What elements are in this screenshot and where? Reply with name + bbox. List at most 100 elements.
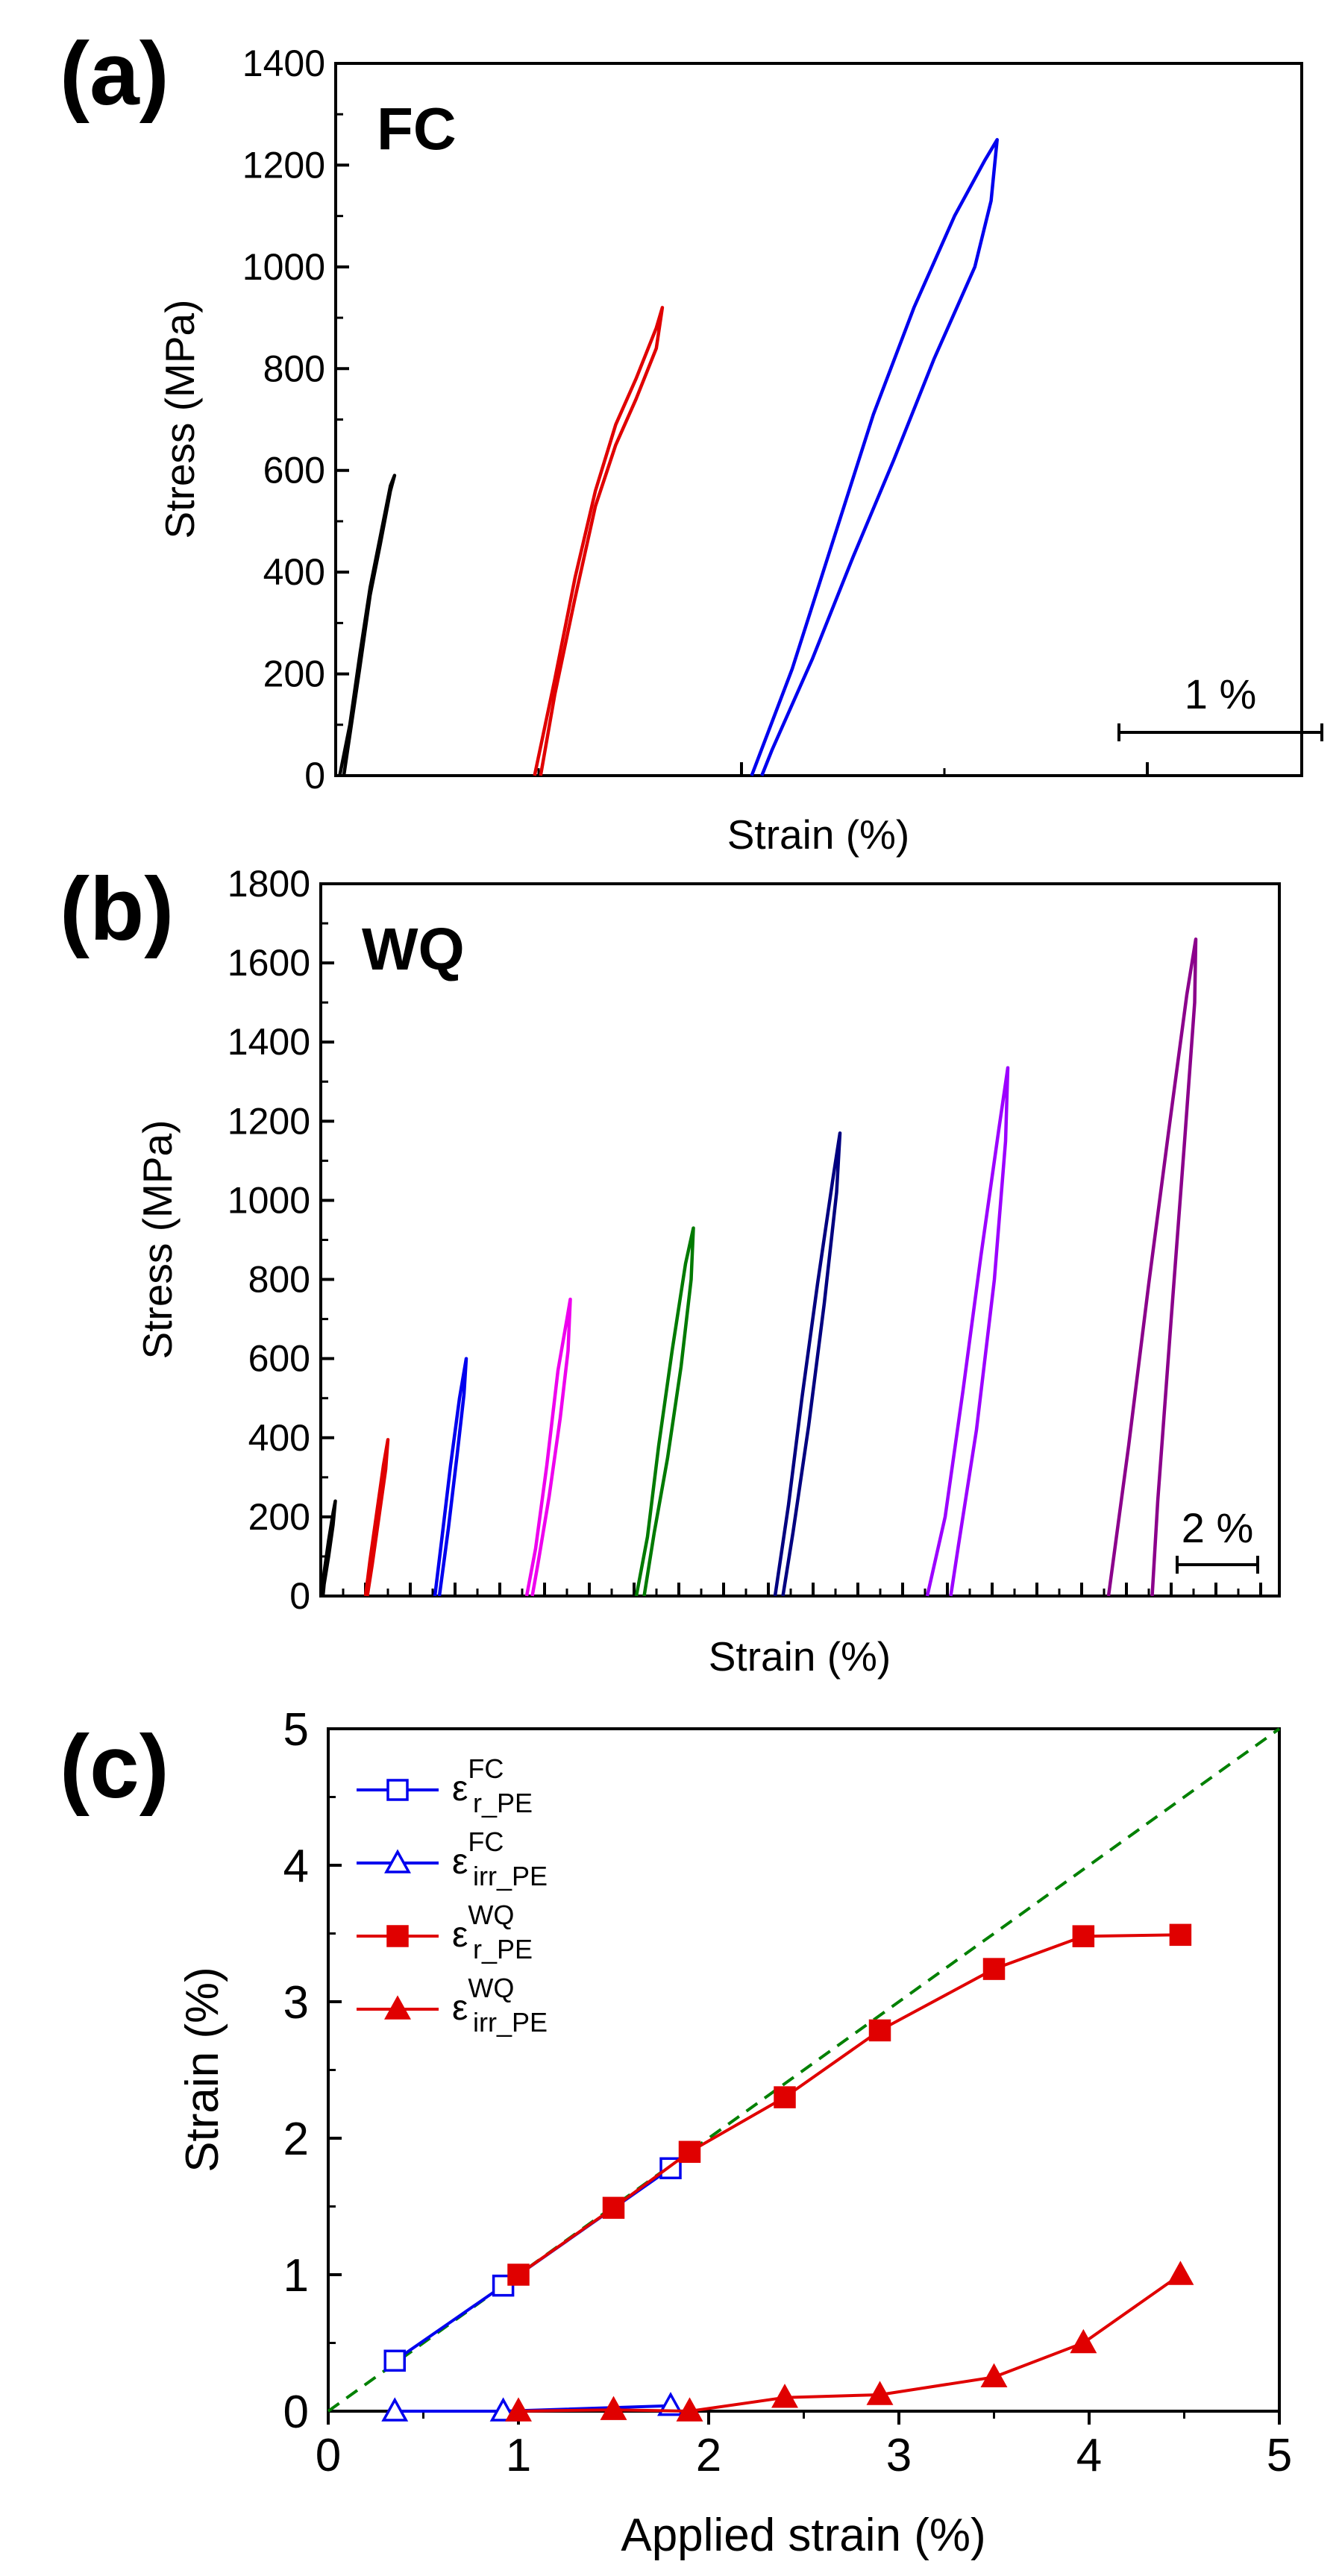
x-tick-label-c: 3 [886, 2430, 912, 2481]
y-tick-label-b: 600 [248, 1338, 310, 1380]
legend-marker-c-3 [386, 1925, 409, 1947]
legend-marker-c-2 [384, 1849, 411, 1873]
x-axis-ticks-c: 0 1 2 3 4 5 [316, 2411, 1292, 2481]
y-tick-label-b: 200 [248, 1496, 310, 1538]
y-tick-label-c: 2 [283, 2114, 309, 2165]
curve-a-2 [533, 306, 665, 776]
data-point-c-3 [507, 2264, 530, 2286]
data-point-c-4 [600, 2396, 627, 2420]
y-axis-ticks-a: 0 200 400 600 800 1000 1200 1400 [242, 43, 349, 797]
data-point-c-3 [982, 1958, 1006, 1980]
y-tick-label-a: 1400 [242, 43, 325, 84]
series-line-c-3 [517, 1933, 1181, 2276]
x-tick-label-c: 1 [506, 2430, 531, 2481]
scale-bar-label-b: 2 % [1182, 1504, 1254, 1551]
panel-label-b: (b) [60, 859, 174, 959]
curves-b [320, 937, 1198, 1597]
y-tick-label-c: 1 [283, 2250, 309, 2302]
panel-c: (c) 0 1 2 3 4 5 0 1 2 3 4 5 Strain (%) Applied str… [60, 1704, 1292, 2561]
y-axis-ticks-c: 0 1 2 3 4 5 [283, 1704, 342, 2438]
legend-label-c-4: εWQ irr_PE [452, 1973, 548, 2038]
data-point-c-4 [771, 2384, 798, 2408]
y-axis-title-b: Stress (MPa) [134, 1120, 181, 1360]
legend-c: εFC r_PE εFC irr_PE εWQ r_PE εWQ irr_PE [357, 1753, 548, 2038]
y-tick-label-b: 1600 [228, 942, 310, 984]
x-tick-label-c: 2 [696, 2430, 721, 2481]
legend-marker-c-4 [384, 1995, 411, 2020]
y-tick-label-b: 1200 [228, 1100, 310, 1142]
panel-label-c: (c) [60, 1717, 169, 1817]
y-tick-label-b: 400 [248, 1417, 310, 1459]
legend-label-c-1: εFC r_PE [452, 1753, 533, 1818]
data-point-c-4 [1070, 2328, 1097, 2354]
data-point-c-1 [659, 2157, 682, 2180]
scale-bar-b: 2 % [1176, 1504, 1259, 1574]
x-axis-title-c: Applied strain (%) [621, 2510, 985, 2561]
panel-b: (b) WQ 0 200 400 600 800 1000 1200 1400 1600 1800… [60, 859, 1281, 1680]
x-tick-label-c: 5 [1267, 2430, 1292, 2481]
x-tick-label-c: 0 [316, 2430, 341, 2481]
y-tick-label-c: 5 [283, 1704, 309, 1756]
curve-a-3 [750, 138, 999, 776]
y-tick-label-b: 0 [289, 1575, 310, 1617]
y-tick-label-a: 600 [263, 450, 325, 491]
x-axis-title-b: Strain (%) [709, 1633, 891, 1680]
data-point-c-1 [383, 2349, 406, 2372]
data-point-c-2 [381, 2397, 409, 2422]
y-tick-label-a: 1000 [242, 246, 325, 288]
x-axis-ticks-a [334, 762, 1149, 776]
y-axis-ticks-b: 0 200 400 600 800 1000 1200 1400 1600 1800 [228, 863, 334, 1617]
y-tick-label-b: 1400 [228, 1021, 310, 1063]
x-axis-title-a: Strain (%) [727, 811, 910, 858]
y-tick-label-a: 200 [263, 653, 325, 695]
y-tick-label-c: 4 [283, 1841, 309, 1892]
scale-bar-label-a: 1 % [1185, 670, 1257, 717]
sample-tag-b: WQ [362, 916, 465, 982]
curve-b-5 [634, 1226, 695, 1597]
curve-b-3 [433, 1357, 468, 1597]
curve-b-1 [320, 1499, 337, 1597]
plot-frame-a [334, 62, 1303, 777]
scale-bar-a: 1 % [1117, 670, 1323, 741]
legend-marker-c-1 [386, 1779, 409, 1801]
data-point-c-3 [1169, 1923, 1192, 1947]
y-tick-label-b: 1000 [228, 1179, 310, 1221]
panel-label-a: (a) [60, 24, 169, 124]
panel-a: (a) FC 0 200 400 600 800 1000 1200 1400 Stress … [60, 24, 1323, 858]
x-tick-label-c: 4 [1076, 2430, 1102, 2481]
sample-tag-a: FC [377, 95, 457, 162]
data-point-c-3 [602, 2196, 625, 2220]
curve-b-7 [925, 1066, 1010, 1597]
data-point-c-3 [868, 2019, 891, 2042]
y-tick-label-a: 1200 [242, 144, 325, 186]
legend-label-c-2: εFC irr_PE [452, 1826, 548, 1891]
series-c [381, 1923, 1194, 2422]
y-tick-label-b: 800 [248, 1259, 310, 1301]
curves-a [338, 138, 999, 776]
data-point-c-3 [1072, 1925, 1095, 1947]
curve-b-2 [363, 1438, 390, 1597]
y-tick-label-a: 400 [263, 551, 325, 593]
y-axis-title-a: Stress (MPa) [157, 300, 203, 539]
x-axis-ticks-b [319, 1583, 1262, 1596]
data-point-c-3 [678, 2140, 701, 2164]
data-point-c-4 [676, 2397, 703, 2422]
data-point-c-4 [980, 2363, 1008, 2387]
data-point-c-4 [505, 2397, 532, 2422]
curve-b-8 [1106, 937, 1198, 1597]
curve-b-4 [524, 1297, 572, 1597]
reference-line-c [327, 1727, 1281, 2413]
series-line-c-4 [518, 2273, 1182, 2413]
y-tick-label-c: 0 [283, 2387, 309, 2438]
data-point-c-4 [866, 2381, 894, 2405]
y-axis-title-c: Strain (%) [177, 1967, 228, 2173]
legend-label-c-3: εWQ r_PE [452, 1900, 533, 1964]
data-point-c-3 [774, 2086, 796, 2108]
y-tick-label-c: 3 [283, 1977, 309, 2029]
y-tick-label-a: 0 [304, 755, 325, 797]
data-point-c-4 [1167, 2261, 1194, 2285]
y-tick-label-b: 1800 [228, 863, 310, 905]
curve-a-1 [338, 474, 397, 776]
curve-b-6 [773, 1131, 842, 1597]
